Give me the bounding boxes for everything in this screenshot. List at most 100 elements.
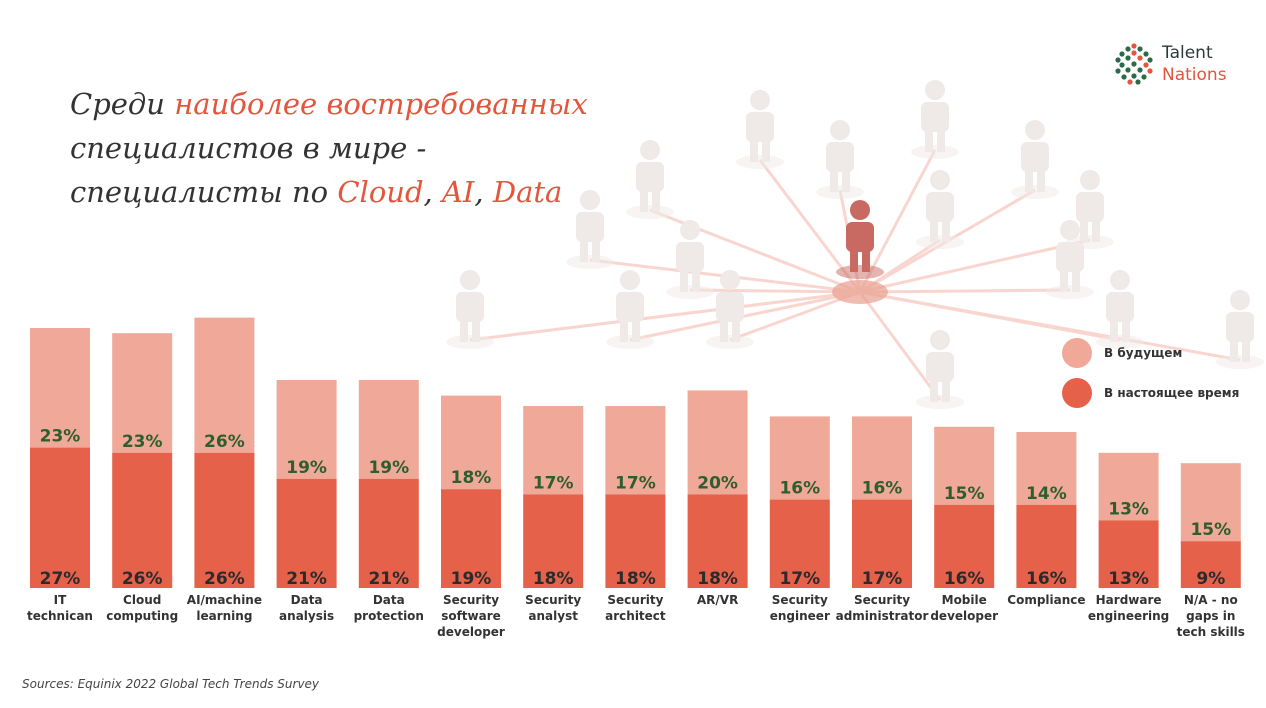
bar-future xyxy=(687,390,748,495)
category-label: Data analysis xyxy=(279,593,334,623)
logo-dot xyxy=(1127,79,1133,85)
data-label-current: 19% xyxy=(451,569,492,589)
data-label-current: 17% xyxy=(779,569,820,589)
network-line xyxy=(859,238,1091,294)
bar-future xyxy=(441,395,501,490)
network-line xyxy=(729,290,861,342)
data-label-current: 18% xyxy=(533,569,574,589)
page-title: Среди наиболее востребованных специалист… xyxy=(70,82,630,214)
data-label-current: 21% xyxy=(286,569,327,589)
logo-dot xyxy=(1125,55,1131,61)
bar-current xyxy=(687,494,748,588)
logo-dot xyxy=(1119,62,1125,68)
legend-item-current: В настоящее время xyxy=(1062,378,1239,408)
logo-dot xyxy=(1115,68,1121,74)
person-figure xyxy=(1096,270,1144,349)
data-label-future: 16% xyxy=(862,479,903,499)
data-label-current: 13% xyxy=(1108,569,1149,589)
logo-dot xyxy=(1115,57,1121,63)
title-highlight-cloud: Cloud xyxy=(337,175,424,209)
bar-future xyxy=(276,380,337,479)
logo-dot xyxy=(1131,61,1137,67)
hub-base xyxy=(832,280,888,304)
person-figure xyxy=(736,90,784,169)
logo-dots-icon xyxy=(1115,43,1153,85)
bar-future xyxy=(1016,432,1077,505)
category-label: AR/VR xyxy=(697,593,738,607)
data-label-future: 16% xyxy=(779,479,820,499)
data-label-current: 21% xyxy=(368,569,409,589)
person-figure xyxy=(1011,120,1059,199)
bar-group: 23% 27% IT technican xyxy=(27,328,93,623)
category-label: Mobile developer xyxy=(930,593,998,623)
logo-dot xyxy=(1137,55,1143,61)
legend-swatch-current xyxy=(1062,378,1092,408)
bar-future xyxy=(605,406,666,495)
category-label: Data protection xyxy=(354,593,424,623)
data-label-future: 17% xyxy=(615,473,656,493)
bar-group: 17% 18% Security architect xyxy=(605,406,666,623)
bar-future xyxy=(194,317,255,453)
bar-group: 14% 16% Compliance xyxy=(1007,432,1086,607)
data-label-current: 18% xyxy=(615,569,656,589)
category-label: Compliance xyxy=(1007,593,1085,607)
bar-current xyxy=(852,499,912,588)
logo-dot xyxy=(1121,74,1127,80)
bar-current xyxy=(1016,504,1077,588)
data-label-future: 15% xyxy=(944,484,985,504)
category-label: N/A - no gaps in tech skills xyxy=(1177,593,1245,639)
bar-future xyxy=(30,328,90,448)
network-line xyxy=(859,290,1241,362)
title-text: Среди xyxy=(70,87,175,121)
data-label-future: 26% xyxy=(204,432,245,452)
category-label: Cloud computing xyxy=(106,593,178,623)
bar-current xyxy=(276,478,337,588)
bar-group: 17% 18% Security analyst xyxy=(523,406,584,623)
category-label: Security engineer xyxy=(770,593,830,623)
bar-current xyxy=(769,499,830,588)
person-figure-highlighted xyxy=(836,200,884,279)
network-line xyxy=(469,290,861,342)
title-separator: , xyxy=(423,175,442,209)
legend-label-current: В настоящее время xyxy=(1104,386,1240,400)
category-label: Security administrator xyxy=(836,593,929,623)
data-label-current: 17% xyxy=(862,569,903,589)
bar-current xyxy=(441,489,501,588)
bar-group: 15% 16% Mobile developer xyxy=(930,426,998,623)
bar-current xyxy=(30,447,90,588)
data-label-future: 14% xyxy=(1026,484,1067,504)
bar-group: 19% 21% Data protection xyxy=(354,380,424,623)
logo-text-nations: Nations xyxy=(1162,65,1227,85)
bar-current xyxy=(358,478,419,588)
data-label-current: 16% xyxy=(1026,569,1067,589)
title-highlight-ai: AI xyxy=(441,175,475,209)
logo-dot xyxy=(1131,50,1137,56)
bar-current xyxy=(112,452,173,588)
logo-dot xyxy=(1143,62,1149,68)
network-line xyxy=(629,290,861,342)
category-label: Security architect xyxy=(605,593,666,623)
data-label-future: 20% xyxy=(697,473,738,493)
person-figure xyxy=(706,270,754,349)
bar-group: 19% 21% Data analysis xyxy=(276,380,337,623)
category-label: Security software developer xyxy=(437,593,505,639)
person-figure xyxy=(816,120,864,199)
category-label: AI/machine learning xyxy=(187,593,262,623)
bar-current xyxy=(1098,520,1159,588)
logo-dot xyxy=(1135,79,1141,85)
logo-dot xyxy=(1147,57,1153,63)
bar-current xyxy=(605,494,666,588)
data-label-future: 18% xyxy=(451,468,492,488)
person-figure xyxy=(916,330,964,409)
category-label: Security analyst xyxy=(525,593,581,623)
person-figure xyxy=(1066,170,1114,249)
bar-group: 18% 19% Security software developer xyxy=(437,395,505,639)
bar-current xyxy=(194,452,255,588)
bar-future xyxy=(112,333,173,453)
person-figure xyxy=(446,270,494,349)
data-label-current: 9% xyxy=(1196,569,1225,589)
person-figure xyxy=(1046,220,1094,299)
data-label-future: 19% xyxy=(368,458,409,478)
bar-group: 20% 18% AR/VR xyxy=(687,390,748,607)
